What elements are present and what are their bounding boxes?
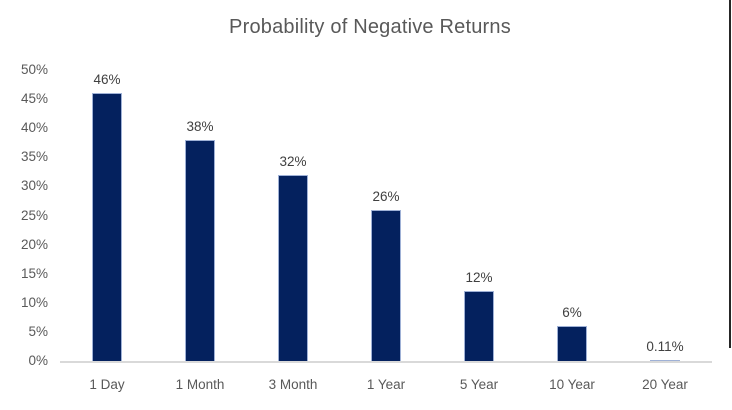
y-tick-label: 20%: [20, 236, 48, 252]
data-label: 26%: [372, 189, 400, 204]
bar-3-month: [278, 175, 308, 361]
y-tick-label: 5%: [28, 323, 48, 339]
data-label: 46%: [93, 72, 121, 87]
y-tick-label: 40%: [20, 120, 48, 136]
data-label: 12%: [465, 270, 493, 285]
bar-10-year: [557, 326, 587, 361]
x-tick-label: 1 Day: [89, 377, 125, 392]
x-tick-label: 10 Year: [549, 377, 595, 392]
bar-20-year: [650, 360, 680, 361]
chart-title: Probability of Negative Returns: [229, 16, 511, 38]
x-tick-label: 3 Month: [268, 377, 318, 392]
y-tick-label: 45%: [20, 91, 48, 107]
x-tick-label: 1 Month: [175, 377, 225, 392]
x-tick-label: 1 Year: [366, 377, 406, 392]
data-label: 0.11%: [646, 339, 684, 354]
data-label: 6%: [562, 305, 582, 320]
y-tick-label: 0%: [28, 353, 48, 368]
y-tick-label: 25%: [20, 207, 48, 223]
bar-1-day: [92, 93, 122, 361]
bar-1-year: [371, 210, 401, 361]
y-tick-label: 15%: [20, 265, 48, 281]
x-tick-label: 5 Year: [459, 377, 499, 392]
screen-edge-line: [729, 0, 731, 348]
y-tick-label: 50%: [20, 62, 48, 77]
data-label: 32%: [279, 154, 307, 169]
y-tick-label: 35%: [20, 149, 48, 165]
x-tick-label: 20 Year: [642, 377, 688, 392]
y-tick-label: 30%: [20, 178, 48, 194]
bar-5-year: [464, 291, 494, 361]
x-axis-line: [60, 361, 712, 363]
y-tick-label: 10%: [20, 294, 48, 310]
bar-1-month: [185, 140, 215, 361]
data-label: 38%: [186, 119, 214, 134]
